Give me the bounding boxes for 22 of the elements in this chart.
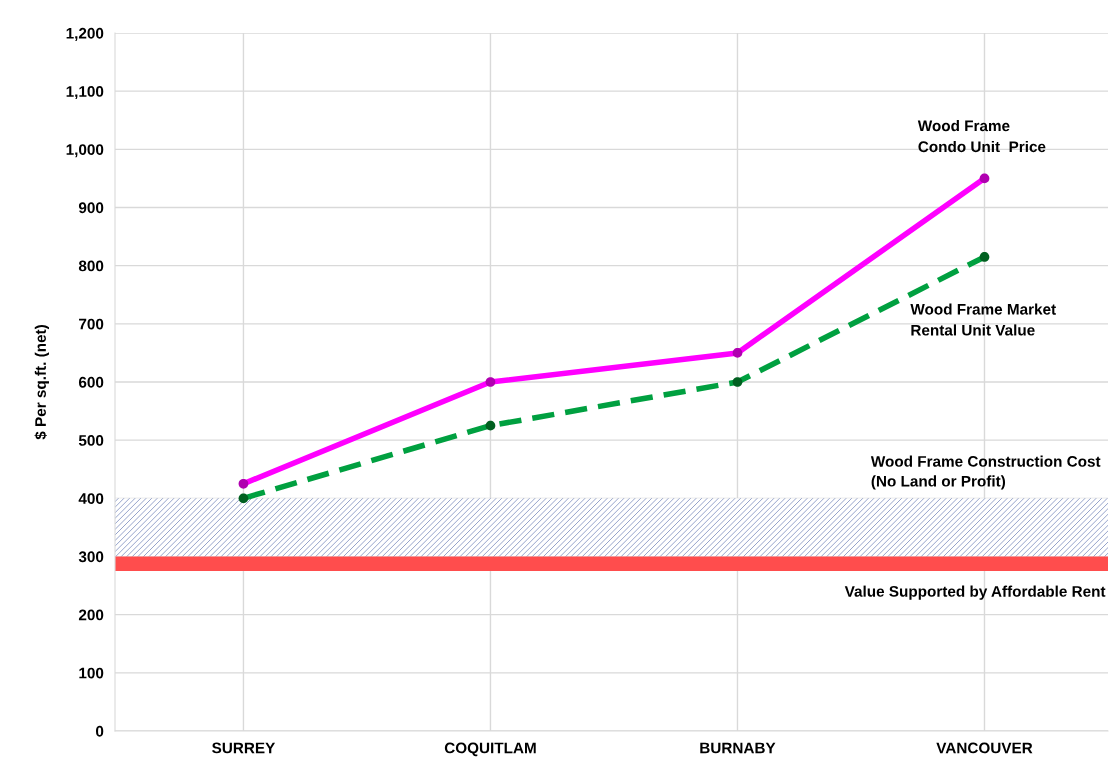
y-axis-title: $ Per sq.ft. (net) xyxy=(34,325,49,440)
y-tick-label: 600 xyxy=(78,376,104,388)
y-tick-label: 300 xyxy=(78,551,104,563)
x-tick-label: SURREY xyxy=(212,742,276,754)
y-tick-label: 200 xyxy=(78,609,104,621)
band-label: Wood Frame Construction Cost (No Land or Profit) xyxy=(870,455,1101,490)
series-label: Wood Frame Market Rental Unit Value xyxy=(910,303,1056,336)
x-tick-label: VANCOUVER xyxy=(936,742,1033,754)
x-tick-label: COQUITLAM xyxy=(444,742,536,757)
band-label: Value Supported by Affordable Rent xyxy=(844,585,1106,600)
y-tick-label: 1,000 xyxy=(66,144,104,158)
y-tick-label: 400 xyxy=(78,493,104,505)
y-tick-label: 1,100 xyxy=(66,86,104,100)
x-tick-label: BURNABY xyxy=(700,742,776,754)
y-tick-label: 1,200 xyxy=(66,27,104,41)
y-tick-label: 0 xyxy=(96,725,104,737)
y-tick-label: 900 xyxy=(78,202,104,214)
y-tick-label: 800 xyxy=(78,260,104,272)
y-tick-label: 100 xyxy=(79,667,104,679)
y-tick-label: 700 xyxy=(79,318,104,330)
y-tick-label: 500 xyxy=(78,435,104,446)
text: Wood Frame Condo Unit Price xyxy=(917,120,1046,153)
